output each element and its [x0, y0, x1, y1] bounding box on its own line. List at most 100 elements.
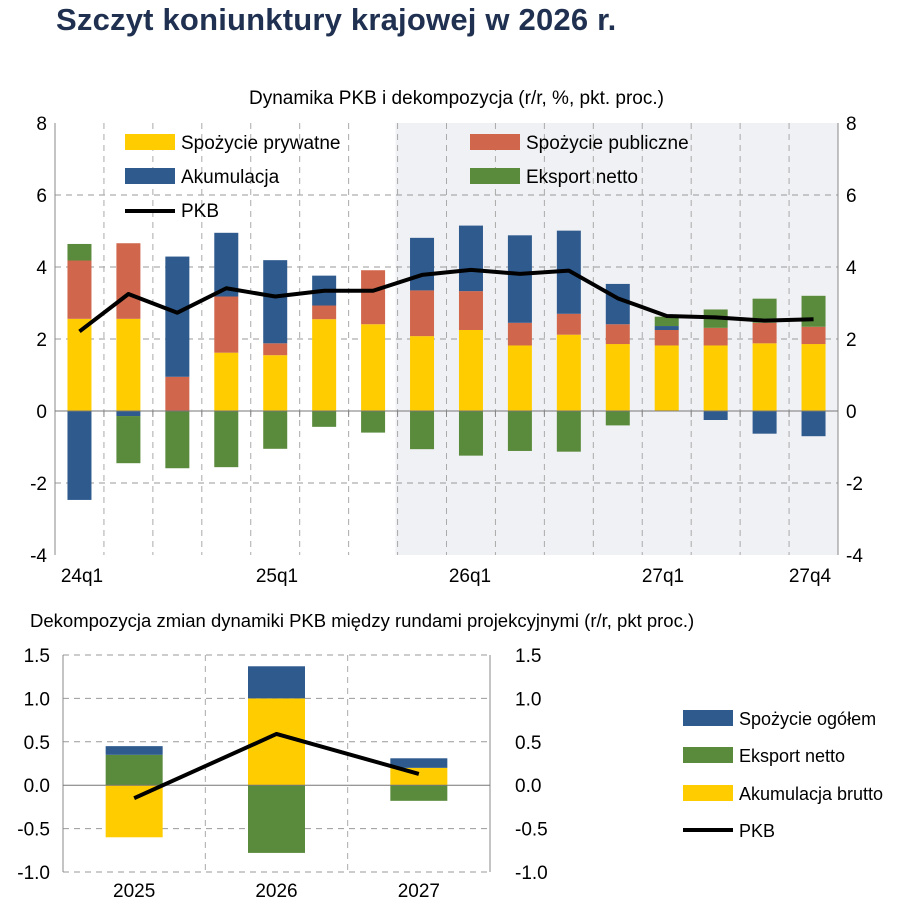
- legend-label: Spożycie prywatne: [181, 133, 340, 154]
- bar-spo-ycie-prywatne: [312, 319, 337, 411]
- bar-spo-ycie-prywatne: [654, 345, 679, 411]
- bar-spo-ycie-prywatne: [556, 334, 581, 411]
- bar-eksport-netto: [801, 295, 826, 327]
- y-tick-label-right: -4: [846, 546, 863, 567]
- bar-akumulacja: [116, 411, 141, 417]
- bar-spo-ycie-publiczne: [654, 330, 679, 346]
- y-tick-label-left: 0.5: [24, 733, 50, 754]
- bar-spo-ycie-prywatne: [67, 318, 92, 411]
- y-tick-label-left: -1.0: [17, 863, 50, 884]
- bar-akumulacja: [801, 411, 826, 437]
- bar-spo-ycie-prywatne: [410, 336, 435, 411]
- chart-title: Dynamika PKB i dekompozycja (r/r, %, pkt…: [249, 88, 664, 109]
- y-tick-label-right: 8: [846, 114, 857, 135]
- bar-spo-ycie-publiczne: [703, 327, 728, 346]
- y-tick-label-right: 0.0: [515, 776, 541, 797]
- y-tick-label-right: 4: [846, 258, 857, 279]
- y-tick-label-left: 0: [36, 402, 47, 423]
- bar-akumulacja: [263, 260, 288, 344]
- y-tick-label-right: -0.5: [515, 820, 548, 841]
- x-tick-label: 2027: [398, 881, 440, 902]
- bar-eksport-netto: [214, 411, 239, 468]
- bar-eksport-netto: [116, 416, 141, 464]
- pkb-line: [78, 267, 814, 334]
- bar-spo-ycie-prywatne: [605, 344, 630, 411]
- bar-eksport-netto: [67, 243, 92, 261]
- bar-spo-ycie-publiczne: [801, 326, 826, 345]
- bar-spo-ycie-prywatne: [263, 355, 288, 411]
- bar-eksport-netto: [556, 411, 581, 452]
- bar-eksport-netto: [507, 411, 532, 451]
- y-tick-label-left: 2: [36, 330, 47, 351]
- x-tick-label: 26q1: [449, 566, 491, 587]
- legend-swatch: [125, 168, 175, 184]
- y-tick-label-right: -1.0: [515, 863, 548, 884]
- bar-spo-ycie-publiczne: [507, 322, 532, 346]
- bar-spo-ycie-publiczne: [361, 270, 386, 325]
- page-title: Szczyt koniunktury krajowej w 2026 r.: [56, 2, 617, 37]
- legend-label: PKB: [739, 821, 775, 841]
- bar-akumulacja: [410, 237, 435, 291]
- y-tick-label-left: 8: [36, 114, 47, 135]
- bar-spo-ycie-publiczne: [67, 260, 92, 319]
- bar-spo-ycie-publiczne: [752, 322, 777, 344]
- bar-eksport-netto: [458, 411, 483, 456]
- bar-eksport-netto: [605, 411, 630, 426]
- bar-spo-ycie-og-em: [390, 758, 448, 768]
- bar-spo-ycie-publiczne: [116, 243, 141, 319]
- legend-label: Akumulacja brutto: [739, 784, 883, 804]
- bar-spo-ycie-publiczne: [312, 305, 337, 320]
- pkb-line: [133, 731, 420, 801]
- bar-spo-ycie-prywatne: [116, 318, 141, 411]
- chart-title: Dekompozycja zmian dynamiki PKB między r…: [30, 610, 694, 631]
- bar-spo-ycie-prywatne: [214, 352, 239, 411]
- y-tick-label-left: 0.0: [24, 776, 50, 797]
- bar-spo-ycie-publiczne: [214, 296, 239, 353]
- bar-eksport-netto: [410, 411, 435, 450]
- bar-akumulacja: [67, 411, 92, 500]
- y-tick-label-right: 1.0: [515, 689, 541, 710]
- x-tick-label: 2026: [255, 881, 297, 902]
- bar-spo-ycie-prywatne: [361, 324, 386, 411]
- x-tick-label: 24q1: [61, 566, 103, 587]
- legend-swatch: [125, 134, 175, 150]
- x-tick-label: 27q4: [789, 566, 832, 587]
- y-tick-label-left: -4: [30, 546, 47, 567]
- legend-label: PKB: [181, 201, 219, 222]
- y-tick-label-right: 2: [846, 330, 857, 351]
- y-tick-label-left: 6: [36, 186, 47, 207]
- bar-akumulacja: [507, 235, 532, 323]
- bar-eksport-netto: [165, 411, 190, 469]
- bar-akumulacja: [165, 256, 190, 377]
- bar-spo-ycie-og-em: [105, 746, 163, 755]
- bar-spo-ycie-prywatne: [458, 330, 483, 411]
- legend-swatch: [683, 747, 733, 763]
- y-tick-label-right: 1.5: [515, 646, 541, 667]
- legend-label: Spożycie ogółem: [739, 709, 876, 729]
- legend-label: Eksport netto: [526, 167, 638, 188]
- x-tick-label: 25q1: [256, 566, 298, 587]
- x-tick-label: 2025: [113, 881, 155, 902]
- legend-label: Eksport netto: [739, 746, 845, 766]
- bar-spo-ycie-publiczne: [458, 291, 483, 330]
- bar-akumulacja: [605, 283, 630, 325]
- bar-spo-ycie-publiczne: [263, 343, 288, 356]
- bar-eksport-netto: [654, 316, 679, 327]
- bar-akumulacja: [752, 411, 777, 434]
- bar-eksport-netto: [361, 411, 386, 433]
- legend-swatch: [470, 168, 520, 184]
- bar-spo-ycie-prywatne: [801, 344, 826, 411]
- bar-spo-ycie-prywatne: [507, 345, 532, 411]
- bar-eksport-netto: [390, 785, 448, 801]
- bar-spo-ycie-publiczne: [605, 324, 630, 345]
- bar-spo-ycie-prywatne: [752, 343, 777, 411]
- bar-spo-ycie-og-em: [248, 666, 305, 699]
- y-tick-label-left: -2: [30, 474, 47, 495]
- y-tick-label-left: 4: [36, 258, 47, 279]
- bar-spo-ycie-publiczne: [410, 290, 435, 337]
- bar-akumulacja: [703, 411, 728, 420]
- y-tick-label-right: 0.5: [515, 733, 541, 754]
- y-tick-label-left: 1.5: [24, 646, 50, 667]
- bar-akumulacja: [458, 225, 483, 292]
